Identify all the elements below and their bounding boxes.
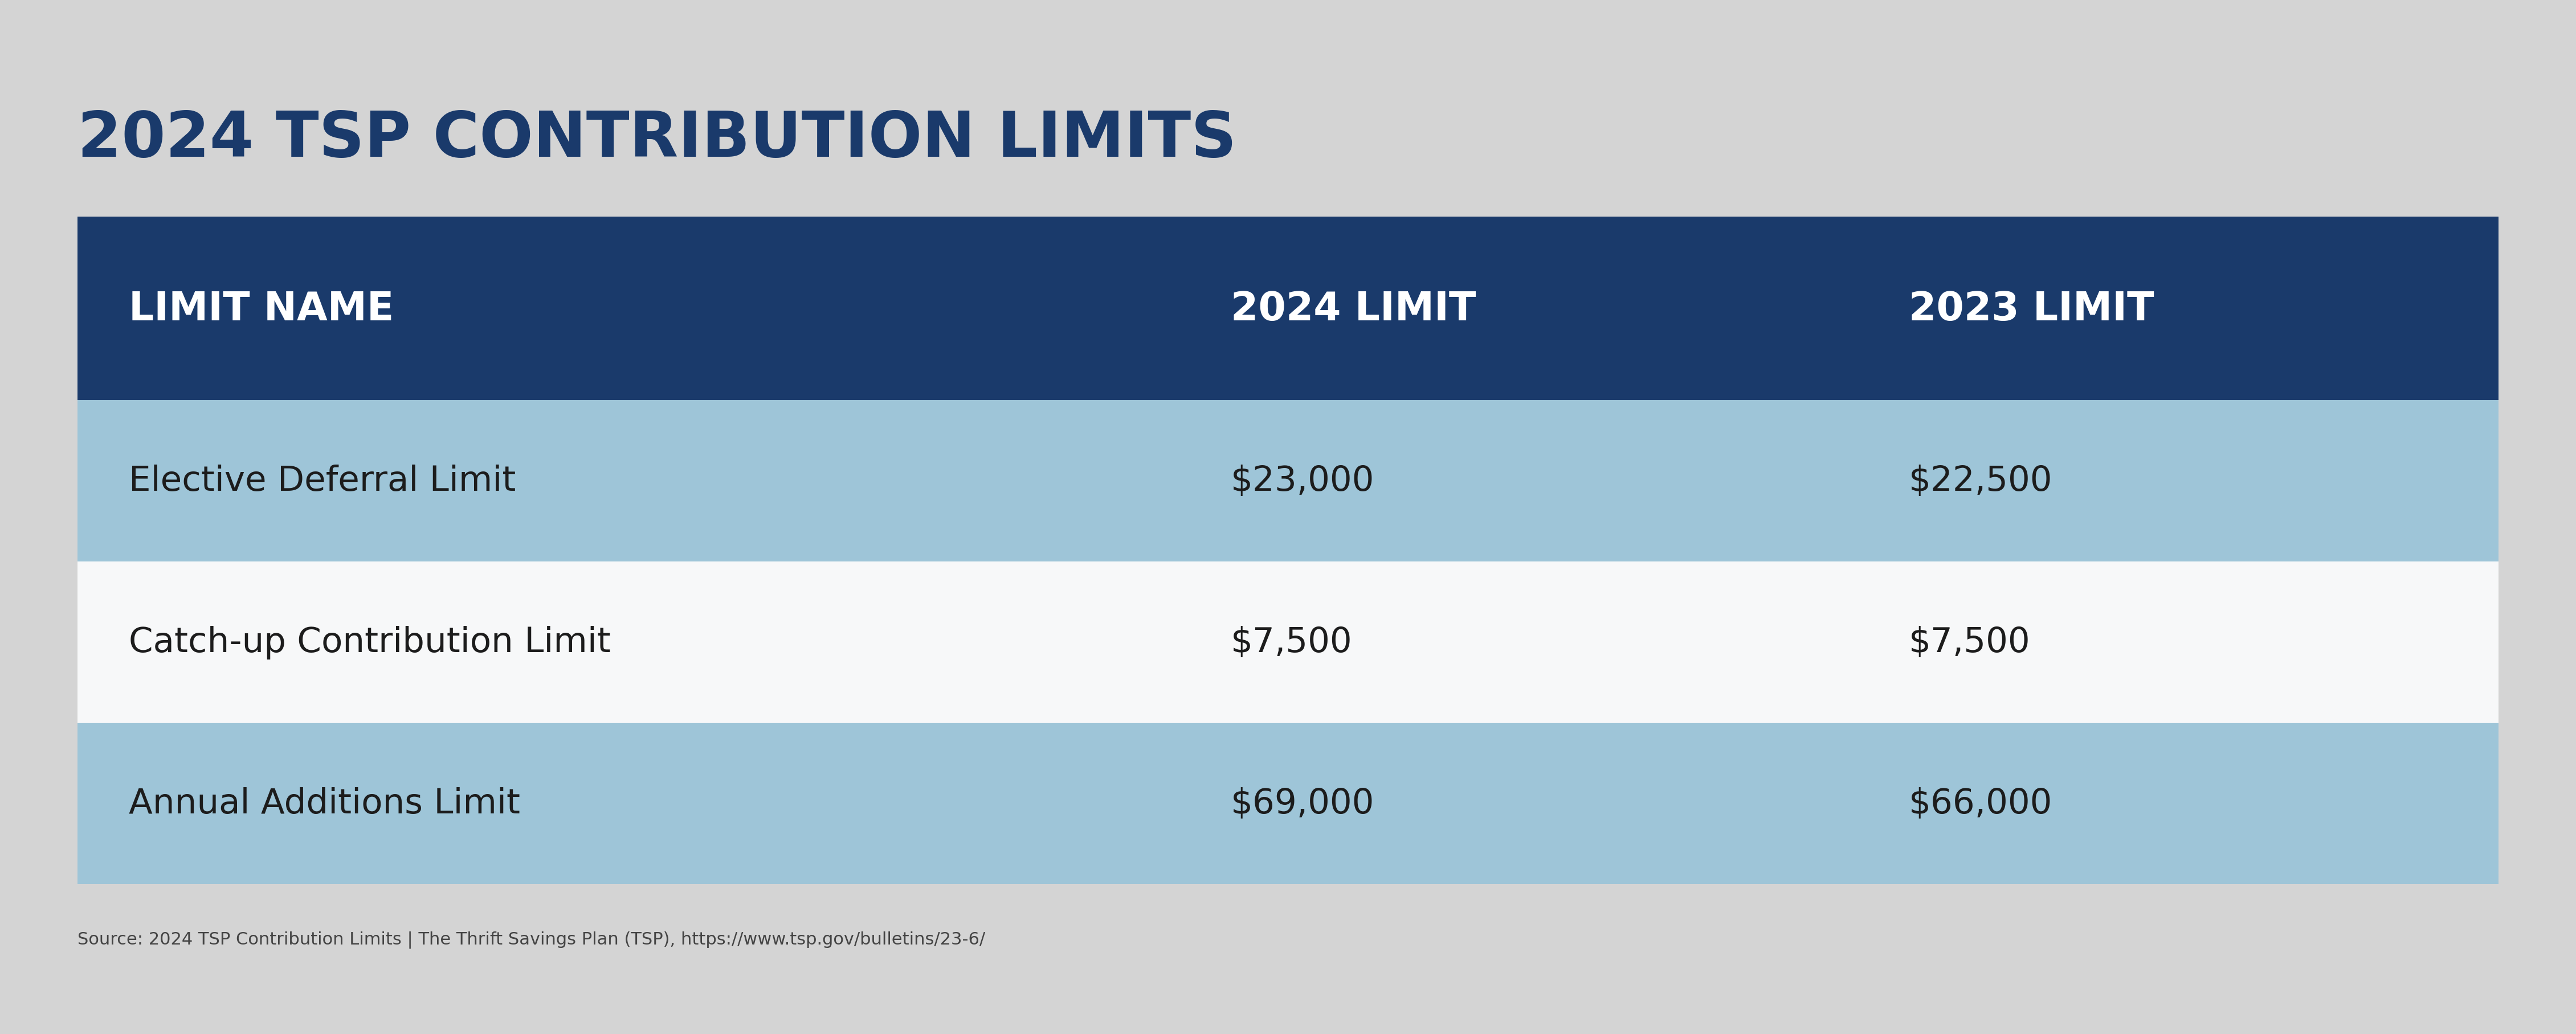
Text: $23,000: $23,000 xyxy=(1231,464,1376,498)
Text: $7,500: $7,500 xyxy=(1231,626,1352,659)
Text: Annual Additions Limit: Annual Additions Limit xyxy=(129,787,520,820)
Text: 2024 TSP CONTRIBUTION LIMITS: 2024 TSP CONTRIBUTION LIMITS xyxy=(77,109,1236,170)
Text: Source: 2024 TSP Contribution Limits | The Thrift Savings Plan (TSP), https://ww: Source: 2024 TSP Contribution Limits | T… xyxy=(77,931,984,948)
Text: $69,000: $69,000 xyxy=(1231,787,1376,820)
Text: $7,500: $7,500 xyxy=(1909,626,2030,659)
Bar xyxy=(77,561,2499,723)
Text: $66,000: $66,000 xyxy=(1909,787,2053,820)
Bar xyxy=(77,723,2499,884)
Text: LIMIT NAME: LIMIT NAME xyxy=(129,290,394,328)
Bar xyxy=(77,217,2499,400)
Text: Catch-up Contribution Limit: Catch-up Contribution Limit xyxy=(129,626,611,659)
Text: Elective Deferral Limit: Elective Deferral Limit xyxy=(129,464,515,498)
Text: $22,500: $22,500 xyxy=(1909,464,2053,498)
Bar xyxy=(77,400,2499,561)
Text: 2023 LIMIT: 2023 LIMIT xyxy=(1909,290,2154,328)
Text: 2024 LIMIT: 2024 LIMIT xyxy=(1231,290,1476,328)
